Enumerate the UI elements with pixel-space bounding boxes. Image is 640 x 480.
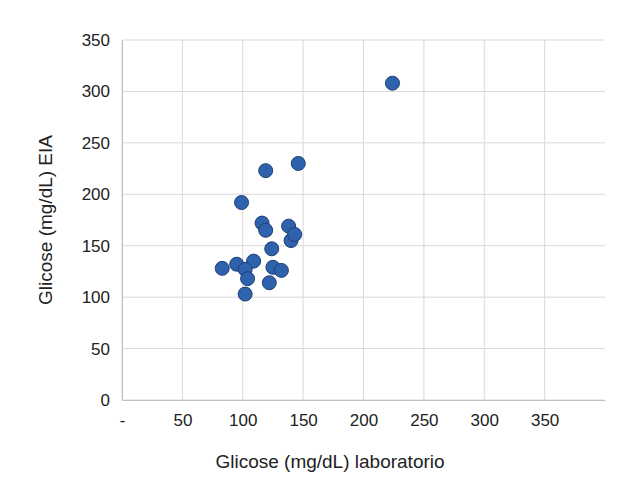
y-tick-label: 0	[101, 391, 110, 410]
x-tick: 100	[229, 400, 257, 430]
x-tick: 250	[410, 400, 438, 430]
x-tick: 150	[289, 400, 317, 430]
y-tick-label: 250	[82, 134, 110, 153]
y-tick-label: 200	[82, 185, 110, 204]
y-tick: 100	[82, 288, 122, 307]
y-tick-label: 150	[82, 237, 110, 256]
y-tick: 250	[82, 134, 122, 153]
point	[265, 242, 279, 256]
grid-line-x	[122, 40, 123, 400]
grid-line-x	[182, 40, 183, 400]
point	[259, 223, 273, 237]
y-axis: 0 50 100 150 200 250 300 350	[82, 31, 123, 410]
y-tick-label: 300	[82, 82, 110, 101]
x-tick-label: 250	[410, 411, 438, 430]
y-tick: 300	[82, 82, 122, 101]
x-tick: 350	[531, 400, 559, 430]
x-tick-label: -	[120, 411, 126, 430]
y-tick: 0	[101, 391, 122, 410]
x-tick-label: 350	[531, 411, 559, 430]
grid-line-y	[122, 400, 605, 401]
y-tick-label: 100	[82, 288, 110, 307]
point	[215, 261, 229, 275]
x-tick: -	[120, 400, 126, 430]
x-tick: 200	[350, 400, 378, 430]
x-axis: - 50 100 150 200 250 300 350	[120, 400, 606, 430]
x-tick-label: 50	[173, 411, 192, 430]
point	[238, 287, 252, 301]
grid-line-y	[122, 40, 605, 41]
y-tick: 150	[82, 237, 122, 256]
point	[291, 156, 305, 170]
y-tick: 350	[82, 31, 122, 50]
x-tick: 300	[471, 400, 499, 430]
grid	[122, 40, 605, 400]
grid-line-y	[122, 297, 605, 298]
x-tick-label: 200	[350, 411, 378, 430]
x-axis-title: Glicose (mg/dL) laboratorio	[215, 451, 444, 472]
grid-line-y	[122, 194, 605, 195]
y-axis-title: Glicose (mg/dL) EIA	[35, 135, 56, 305]
y-tick: 200	[82, 185, 122, 204]
grid-line-x	[484, 40, 485, 400]
point	[288, 227, 302, 241]
x-tick-label: 100	[229, 411, 257, 430]
grid-line-y	[122, 142, 605, 143]
grid-line-y	[122, 348, 605, 349]
grid-line-x	[423, 40, 424, 400]
points	[215, 76, 399, 301]
grid-line-x	[242, 40, 243, 400]
point	[241, 272, 255, 286]
point	[274, 263, 288, 277]
point	[259, 164, 273, 178]
chart: - 50 100 150 200 250 300 350 0 50 100 150 200 250 300 3…	[0, 0, 640, 480]
grid-line-y	[122, 245, 605, 246]
grid-line-x	[544, 40, 545, 400]
y-axis-line	[122, 41, 123, 401]
point	[385, 76, 399, 90]
grid-line-y	[122, 91, 605, 92]
grid-line-x	[363, 40, 364, 400]
x-tick: 50	[173, 400, 192, 430]
x-tick-label: 300	[471, 411, 499, 430]
y-tick: 50	[91, 340, 122, 359]
point	[235, 196, 249, 210]
x-axis-line	[123, 400, 606, 401]
y-tick-label: 350	[82, 31, 110, 50]
y-tick-label: 50	[91, 340, 110, 359]
point	[262, 276, 276, 290]
x-tick-label: 150	[289, 411, 317, 430]
grid-line-x	[303, 40, 304, 400]
